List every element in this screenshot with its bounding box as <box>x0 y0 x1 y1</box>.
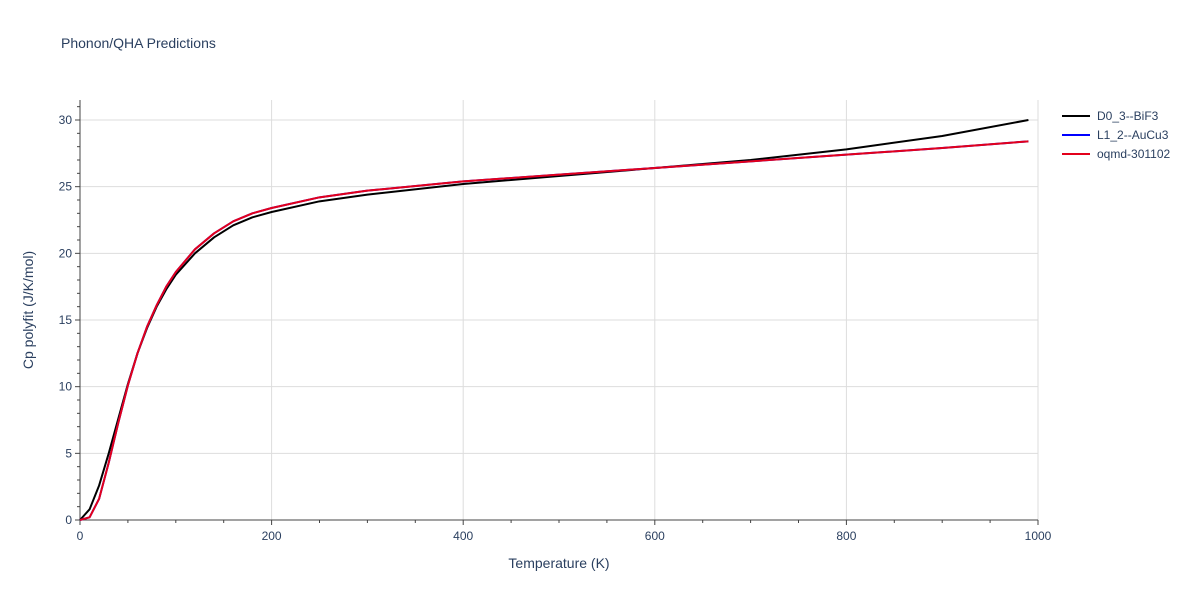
legend-swatch <box>1062 152 1090 155</box>
y-axis-title: Cp polyfit (J/K/mol) <box>20 251 36 369</box>
legend-label: oqmd-301102 <box>1097 146 1171 161</box>
y-tick-label: 10 <box>59 380 73 394</box>
chart-title: Phonon/QHA Predictions <box>61 35 216 51</box>
y-tick-label: 25 <box>59 180 73 194</box>
y-tick-label: 5 <box>65 446 72 460</box>
series-line <box>79 140 1029 521</box>
x-tick-label: 400 <box>453 529 473 543</box>
legend-label: L1_2--AuCu3 <box>1097 127 1169 142</box>
series-line <box>79 140 1029 521</box>
legend[interactable]: D0_3--BiF3 L1_2--AuCu3 oqmd-301102 <box>1062 106 1170 163</box>
y-tick-label: 30 <box>59 113 73 127</box>
x-tick-label: 0 <box>77 529 84 543</box>
axes: 0 200 400 600 800 1000 0 5 10 15 20 25 30 <box>59 100 1052 543</box>
y-tick-label: 20 <box>59 246 73 260</box>
legend-item[interactable]: D0_3--BiF3 <box>1062 106 1170 125</box>
x-tick-label: 600 <box>645 529 665 543</box>
legend-swatch <box>1062 133 1090 136</box>
y-tick-label: 0 <box>65 513 72 527</box>
legend-label: D0_3--BiF3 <box>1097 108 1159 123</box>
x-tick-label: 1000 <box>1025 529 1052 543</box>
y-tick-label: 15 <box>59 313 73 327</box>
series-layer <box>79 119 1029 521</box>
x-tick-label: 200 <box>262 529 282 543</box>
x-tick-label: 800 <box>836 529 856 543</box>
grid-lines <box>80 100 1039 520</box>
legend-swatch <box>1062 114 1090 117</box>
legend-item[interactable]: oqmd-301102 <box>1062 144 1170 163</box>
x-axis-title: Temperature (K) <box>508 555 609 571</box>
legend-item[interactable]: L1_2--AuCu3 <box>1062 125 1170 144</box>
